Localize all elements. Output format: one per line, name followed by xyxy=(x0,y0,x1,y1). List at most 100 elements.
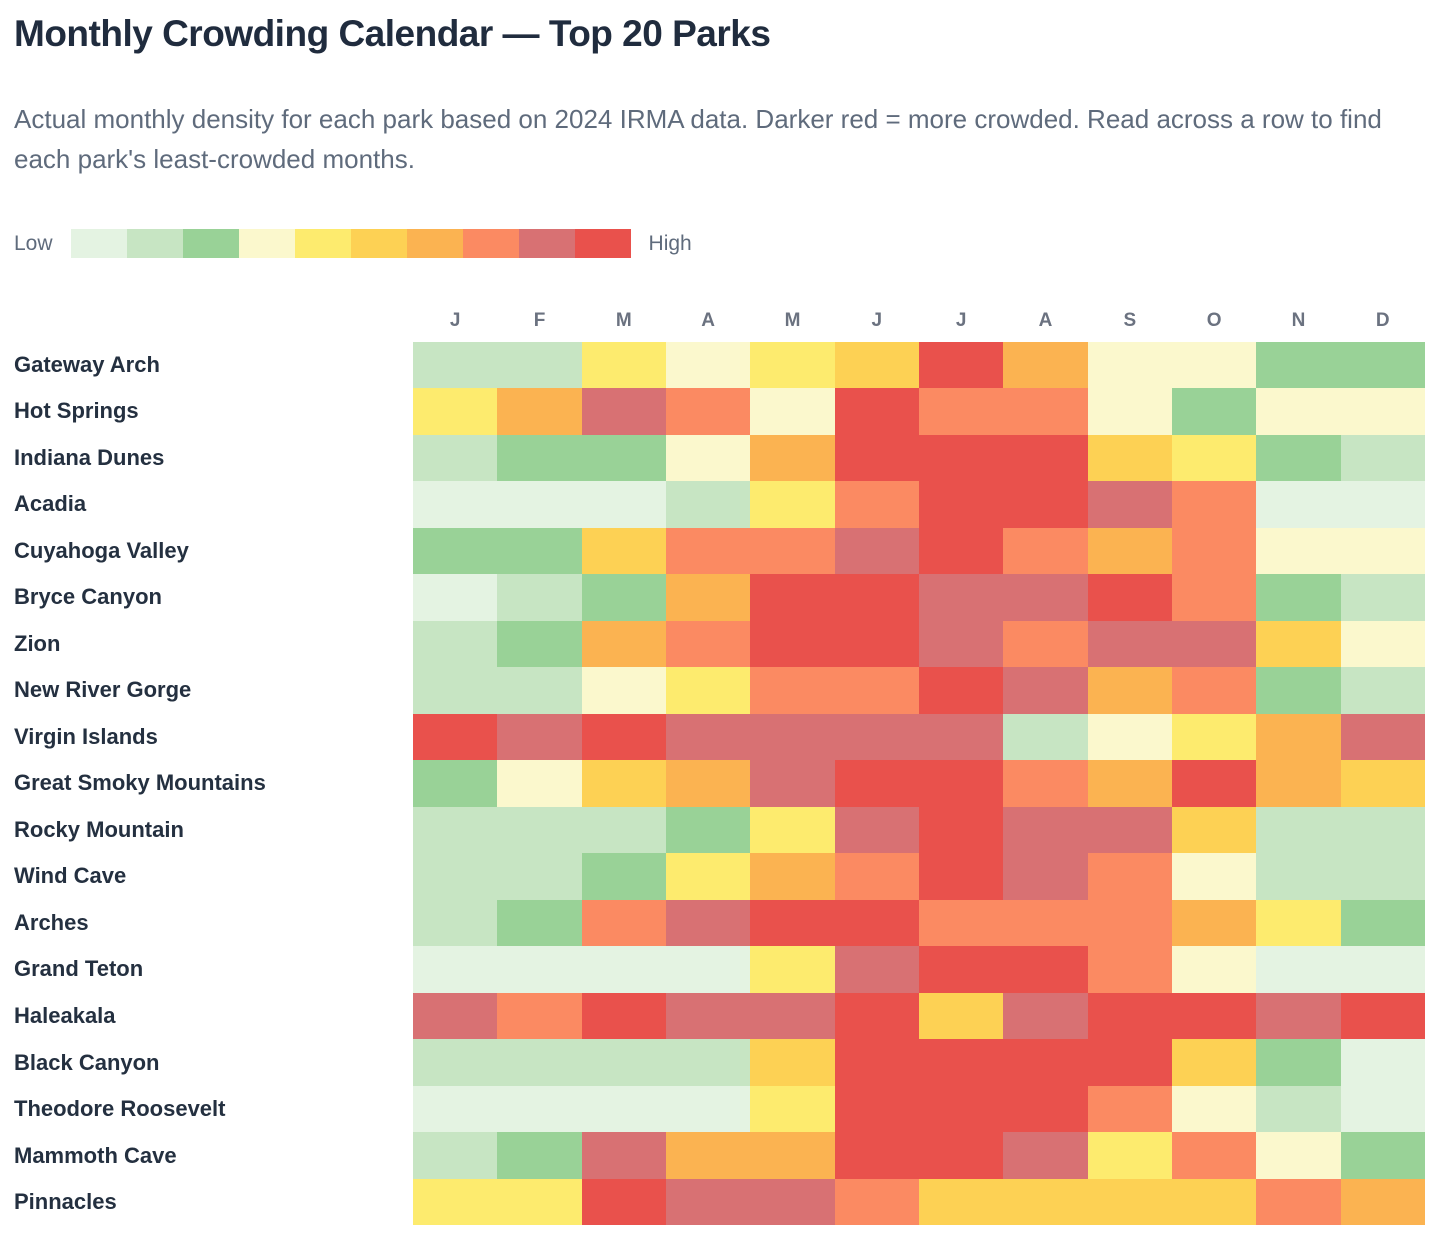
heatmap-cell xyxy=(581,1085,666,1133)
heatmap-cell xyxy=(1340,760,1425,807)
heatmap-cell xyxy=(665,992,751,1040)
month-header-5: M xyxy=(784,310,801,331)
heatmap-cell xyxy=(497,946,582,993)
heatmap-cell xyxy=(834,760,919,807)
legend-color-scale xyxy=(70,229,631,258)
heatmap-cell xyxy=(1003,806,1088,854)
heatmap-cell xyxy=(834,667,919,714)
heatmap-cell xyxy=(1171,1132,1257,1179)
heatmap-cell xyxy=(1171,388,1257,435)
heatmap-cell xyxy=(1171,853,1257,900)
month-header-6: J xyxy=(871,310,883,331)
month-header-3: M xyxy=(615,310,632,331)
heatmap-cell xyxy=(1003,899,1088,947)
heatmap-cell xyxy=(918,434,1004,482)
heatmap-cell xyxy=(834,1178,919,1226)
heatmap-cell xyxy=(750,713,835,761)
park-label: Arches xyxy=(14,909,89,935)
park-label: Mammoth Cave xyxy=(14,1142,177,1168)
heatmap-cell xyxy=(834,713,919,761)
heatmap-cell xyxy=(1003,527,1088,575)
heatmap-cell xyxy=(750,1178,835,1226)
heatmap-cell xyxy=(1340,574,1425,621)
heatmap-cell xyxy=(665,481,751,528)
heatmap-cell xyxy=(1340,1085,1425,1133)
park-label: Virgin Islands xyxy=(14,723,158,749)
heatmap-cell xyxy=(1171,806,1257,854)
heatmap-cell xyxy=(918,713,1004,761)
heatmap-cell xyxy=(1256,1178,1341,1226)
heatmap-cell xyxy=(1003,1039,1088,1086)
heatmap-cell xyxy=(1087,481,1172,528)
heatmap-cell xyxy=(1003,946,1088,993)
heatmap-cell xyxy=(665,899,751,947)
heatmap-cell xyxy=(1256,481,1341,528)
heatmap-cell xyxy=(581,946,666,993)
heatmap-cell xyxy=(581,527,666,575)
park-label: Wind Cave xyxy=(14,863,127,889)
heatmap-cell xyxy=(834,992,919,1040)
heatmap-cell xyxy=(918,620,1004,668)
heatmap-cell xyxy=(1171,760,1257,807)
heatmap-cell xyxy=(1003,341,1088,389)
heatmap-cell xyxy=(1003,713,1088,761)
heatmap-cell xyxy=(750,1039,835,1086)
page-title: Monthly Crowding Calendar — Top 20 Parks xyxy=(14,13,771,54)
heatmap-cell xyxy=(1087,946,1172,993)
heatmap-cell xyxy=(1171,434,1257,482)
heatmap-cell xyxy=(1003,388,1088,435)
heatmap-cell xyxy=(1087,899,1172,947)
month-header-4: A xyxy=(701,310,716,331)
heatmap-cell xyxy=(918,341,1004,389)
heatmap-cell xyxy=(1256,946,1341,993)
heatmap-cell xyxy=(750,481,835,528)
heatmap-cell xyxy=(750,992,835,1040)
heatmap-cell xyxy=(1256,620,1341,668)
heatmap-cell xyxy=(1340,853,1425,900)
heatmap-cell xyxy=(497,1085,582,1133)
heatmap-cell xyxy=(918,574,1004,621)
heatmap-cell xyxy=(497,1039,582,1086)
heatmap-cell xyxy=(918,853,1004,900)
month-header-7: J xyxy=(955,310,967,331)
legend-swatch-3 xyxy=(182,229,239,258)
heatmap-cell xyxy=(1003,620,1088,668)
heatmap-cell xyxy=(413,1039,498,1086)
month-header-1: J xyxy=(449,310,461,331)
heatmap-cell xyxy=(1087,1132,1172,1179)
heatmap-cell xyxy=(497,574,582,621)
heatmap-cell xyxy=(1003,434,1088,482)
month-header-2: F xyxy=(533,310,546,331)
park-label: Great Smoky Mountains xyxy=(14,770,266,796)
heatmap-cell xyxy=(1171,1178,1257,1226)
heatmap-cell xyxy=(834,341,919,389)
heatmap-cell xyxy=(1256,388,1341,435)
heatmap-cell xyxy=(581,899,666,947)
heatmap-cell xyxy=(1087,388,1172,435)
heatmap-cell xyxy=(1087,760,1172,807)
heatmap-cell xyxy=(581,1178,666,1226)
heatmap-cell xyxy=(665,853,751,900)
heatmap-cell xyxy=(918,946,1004,993)
park-label: Gateway Arch xyxy=(14,351,160,377)
heatmap-cell xyxy=(1003,1085,1088,1133)
heatmap-cell xyxy=(1003,760,1088,807)
heatmap-cell xyxy=(1340,992,1425,1040)
heatmap-cell xyxy=(1087,1039,1172,1086)
legend-swatch-10 xyxy=(574,229,631,258)
heatmap-cell xyxy=(497,341,582,389)
heatmap-cell xyxy=(1340,806,1425,854)
heatmap-cell xyxy=(1340,667,1425,714)
heatmap-cell xyxy=(918,481,1004,528)
heatmap-cell xyxy=(581,341,666,389)
heatmap-cell xyxy=(581,1132,666,1179)
heatmap-cell xyxy=(581,667,666,714)
heatmap-cell xyxy=(581,1039,666,1086)
heatmap-cell xyxy=(834,853,919,900)
heatmap-cell xyxy=(1087,620,1172,668)
legend-swatch-2 xyxy=(126,229,183,258)
heatmap-cell xyxy=(750,1132,835,1179)
heatmap-cell xyxy=(1087,806,1172,854)
legend-swatch-4 xyxy=(238,229,295,258)
